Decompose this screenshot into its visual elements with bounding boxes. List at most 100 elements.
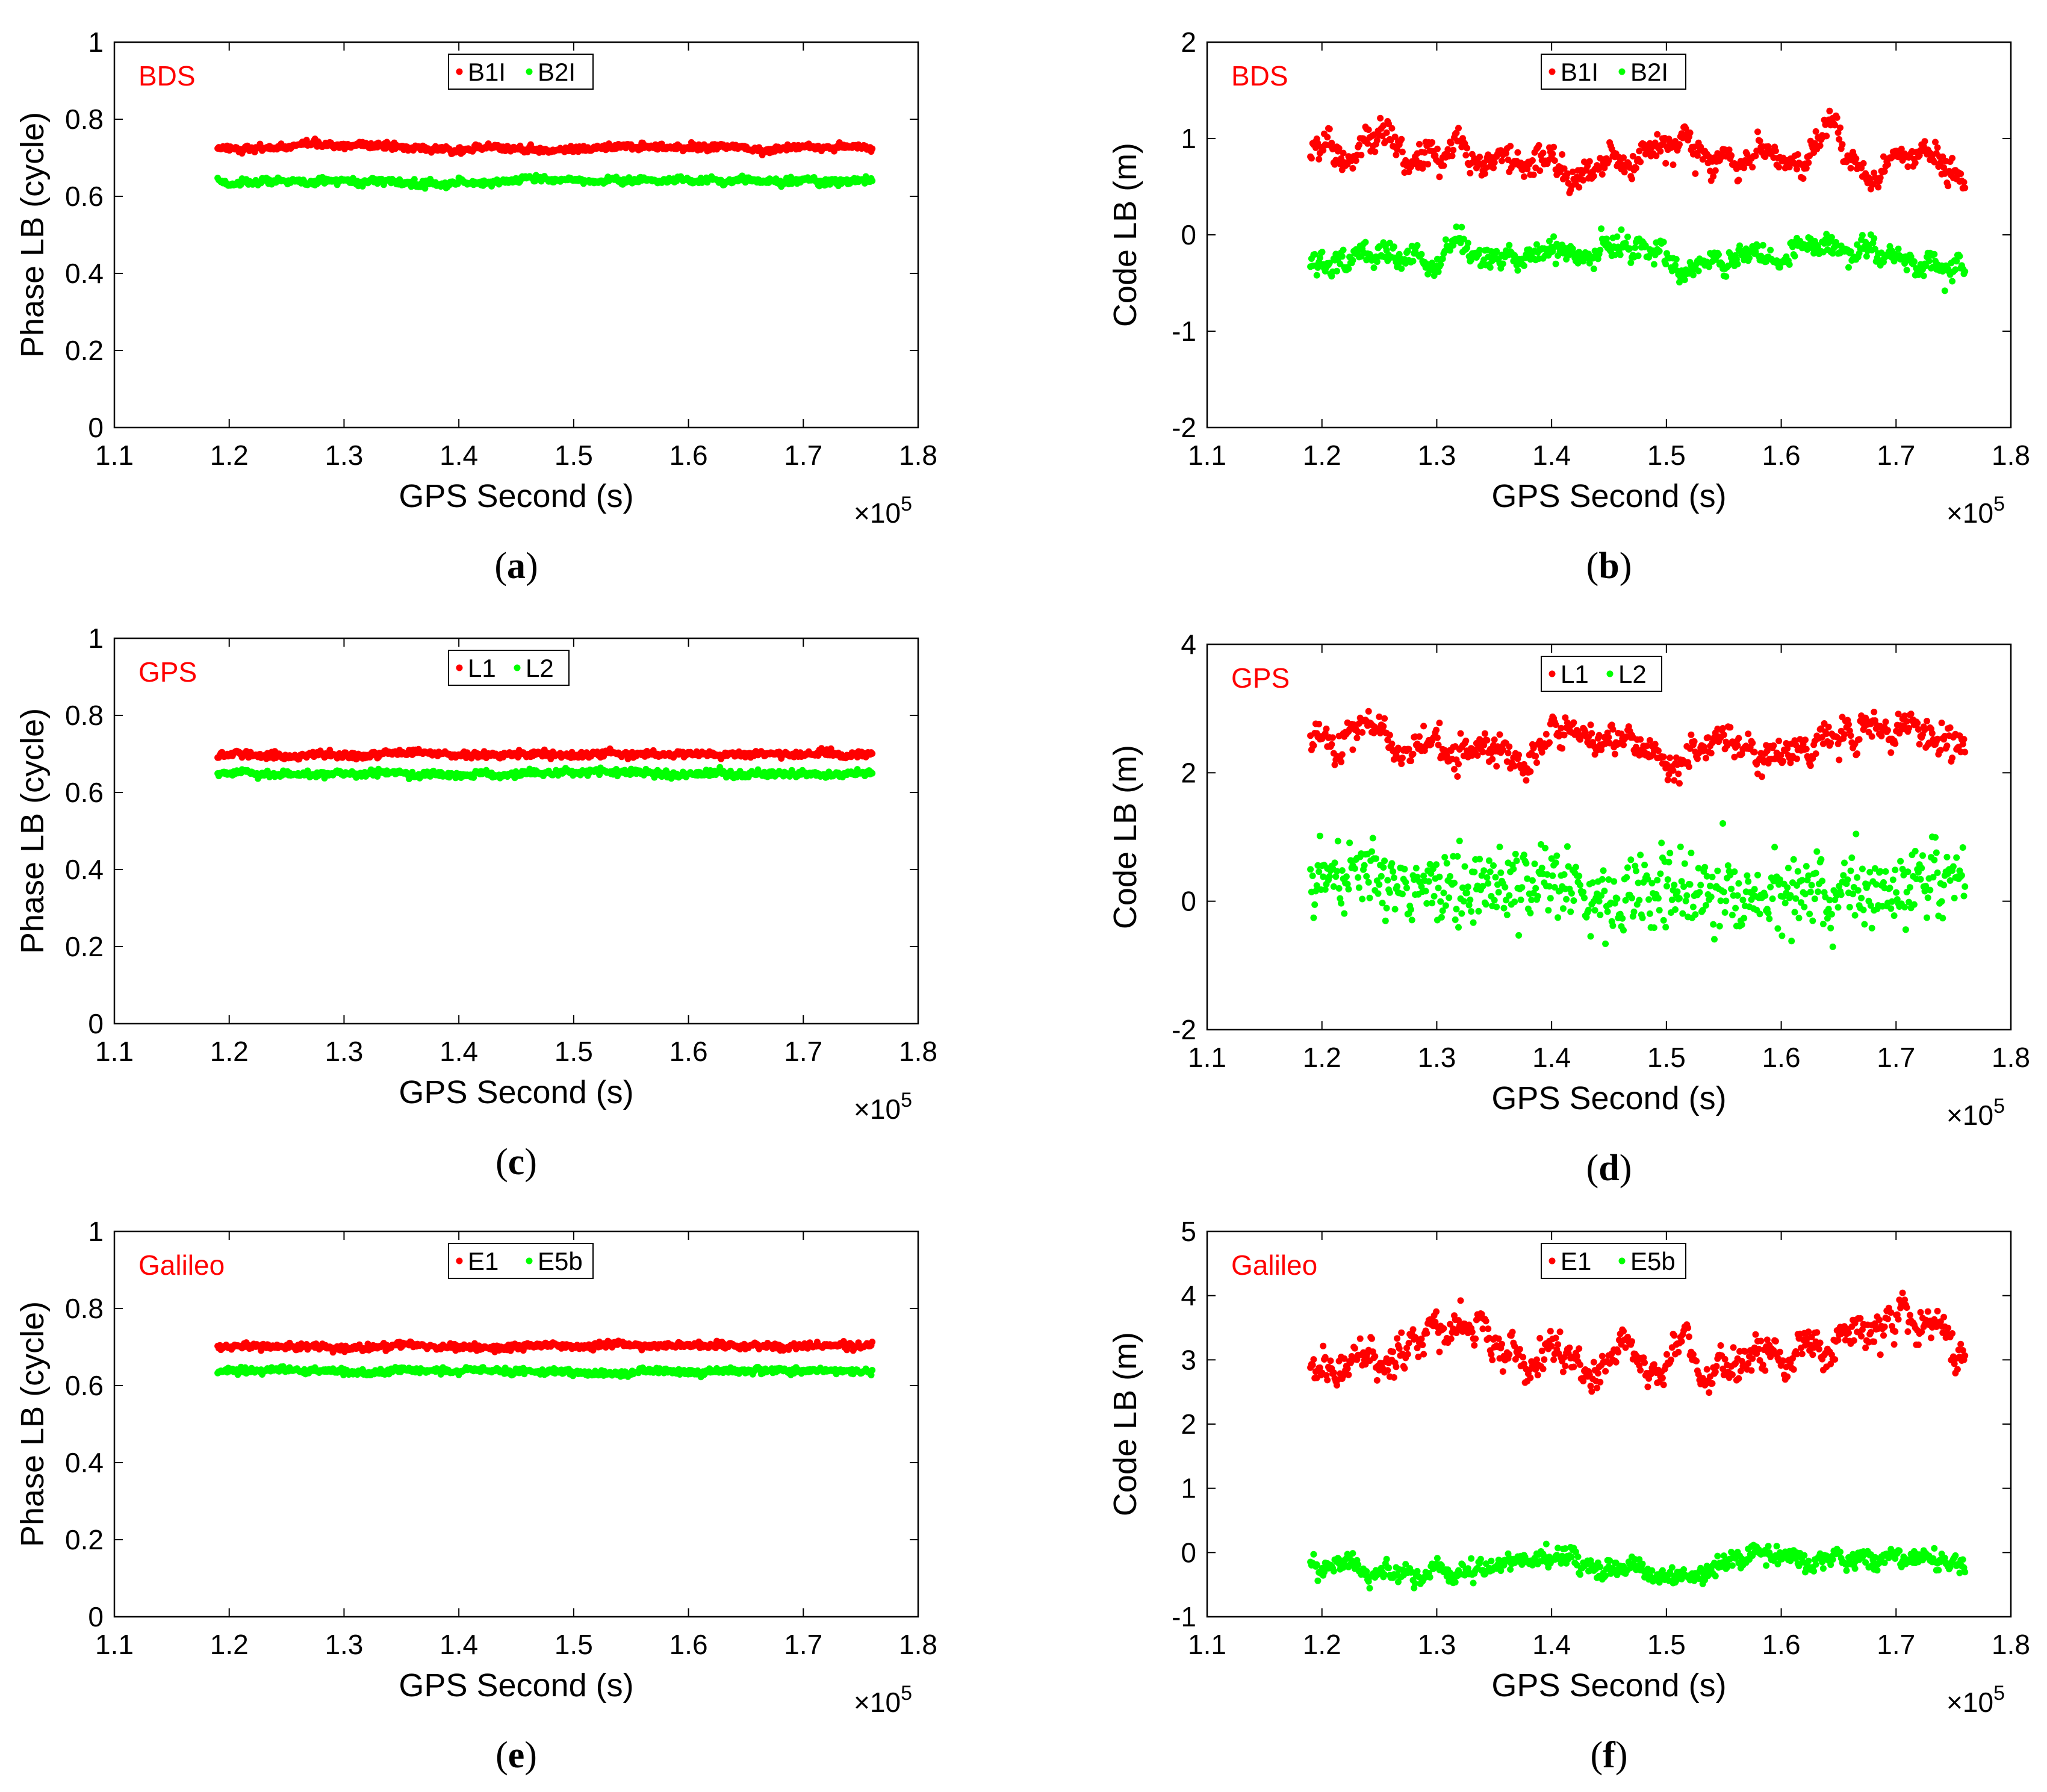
data-point [1511, 898, 1518, 906]
data-point [1611, 878, 1618, 885]
data-point [1696, 889, 1703, 896]
data-point [1425, 878, 1432, 885]
data-point [1719, 820, 1727, 827]
data-point [1884, 161, 1891, 168]
data-point [1458, 910, 1465, 917]
data-point [1308, 155, 1315, 162]
data-point [1471, 868, 1478, 876]
data-point [1527, 909, 1534, 916]
series-B2I [214, 172, 876, 192]
data-point [1895, 245, 1902, 252]
x-tick-label: 1.5 [554, 1036, 593, 1067]
data-point [1633, 164, 1639, 172]
data-point [1674, 888, 1681, 895]
data-point [1689, 903, 1697, 910]
data-point [1572, 863, 1579, 871]
data-point [1716, 922, 1723, 930]
data-point [1338, 867, 1346, 874]
x-tick-label: 1.1 [1188, 440, 1226, 471]
data-point [1455, 125, 1462, 132]
data-point [1949, 278, 1956, 285]
data-point [1629, 175, 1635, 182]
y-tick-label: 0.4 [65, 854, 104, 885]
y-axis-label: Phase LB (cycle) [14, 112, 51, 358]
x-multiplier-exponent: 5 [901, 493, 912, 515]
legend-entry: B1I [468, 58, 506, 86]
x-axis-label: GPS Second (s) [399, 478, 633, 514]
x-multiplier: ×105 [854, 493, 912, 529]
data-point [1449, 152, 1456, 160]
data-point [1780, 758, 1787, 765]
data-point [1823, 132, 1830, 140]
data-point [1920, 272, 1927, 279]
x-tick-label: 1.8 [1992, 1042, 2030, 1073]
data-point [1550, 143, 1558, 151]
data-point [1624, 233, 1631, 240]
data-point [1962, 184, 1969, 191]
data-point [1443, 860, 1450, 867]
data-point [1510, 865, 1517, 873]
data-point [1551, 157, 1558, 164]
data-point [1483, 874, 1491, 881]
data-point [1605, 733, 1612, 741]
data-point [1383, 904, 1390, 912]
x-tick-label: 1.1 [95, 440, 134, 471]
x-tick-label: 1.3 [1417, 440, 1456, 471]
data-point [1770, 742, 1777, 749]
data-point [1577, 882, 1583, 889]
data-point [1912, 160, 1919, 166]
system-label: GPS [138, 656, 197, 688]
data-point [1382, 917, 1389, 924]
data-point [1514, 149, 1521, 156]
data-point [1462, 737, 1470, 744]
data-point [1334, 838, 1341, 845]
data-point [1414, 242, 1421, 249]
data-point [1590, 266, 1597, 272]
x-tick-label: 1.4 [440, 440, 478, 471]
data-point [1590, 173, 1597, 179]
data-point [1745, 730, 1752, 738]
data-point [1313, 272, 1320, 279]
data-point [1943, 742, 1951, 750]
data-point [1666, 850, 1674, 857]
data-point [1430, 892, 1438, 900]
legend-marker [456, 68, 463, 75]
data-point [1381, 715, 1388, 722]
data-point [1399, 148, 1406, 155]
data-point [1380, 864, 1387, 871]
data-point [1384, 877, 1391, 884]
data-point [1329, 734, 1336, 741]
data-point [1614, 895, 1621, 902]
data-point [1418, 250, 1425, 258]
data-point [1515, 932, 1523, 939]
data-point [1366, 894, 1373, 901]
data-point [1365, 879, 1372, 886]
data-point [1480, 867, 1488, 874]
legend: L1 L2 [448, 650, 570, 686]
data-point [1349, 165, 1356, 172]
data-point [1481, 170, 1488, 177]
data-point [1455, 924, 1462, 931]
data-point [1726, 146, 1733, 154]
data-point [1491, 897, 1498, 904]
data-point [1710, 173, 1717, 180]
data-point [1853, 155, 1860, 162]
x-multiplier-base: ×10 [854, 1094, 901, 1125]
data-point [1553, 852, 1561, 859]
data-point [1598, 171, 1606, 178]
x-tick-label: 1.3 [325, 440, 363, 471]
data-point [1440, 889, 1447, 897]
subfigure-caption: (b) [1586, 546, 1632, 586]
data-point [1441, 854, 1449, 861]
data-point [1956, 253, 1963, 260]
data-point [1514, 267, 1521, 274]
data-point [1338, 253, 1346, 260]
data-point [1349, 746, 1356, 753]
data-point [1567, 908, 1574, 915]
data-point [1444, 146, 1452, 153]
data-point [1421, 149, 1428, 156]
data-point [1859, 232, 1866, 239]
data-point [1380, 723, 1387, 730]
data-point [1461, 863, 1468, 870]
data-point [1399, 891, 1406, 898]
